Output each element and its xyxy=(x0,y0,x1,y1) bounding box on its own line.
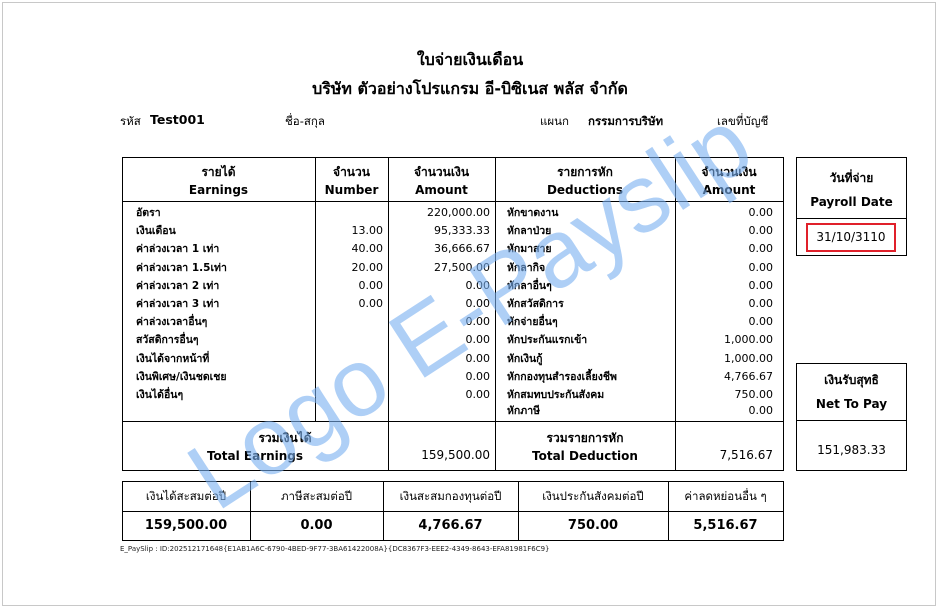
deduction-label: หักเงินกู้ xyxy=(507,352,543,365)
deduction-amount: 0.00 xyxy=(748,404,774,418)
deduction-label: หักจ่ายอื่นๆ xyxy=(507,316,558,329)
employee-code-label: รหัส xyxy=(120,114,141,128)
earning-number: 13.00 xyxy=(351,224,384,238)
summary-value: 159,500.00 xyxy=(144,518,228,533)
deduction-amount: 0.00 xyxy=(748,206,774,219)
summary-label: เงินได้สะสมต่อปี xyxy=(145,489,227,503)
earning-amount: 220,000.00 xyxy=(427,206,490,219)
earning-amount: 0.00 xyxy=(465,315,491,329)
header-amount: จำนวนเงิน Amount xyxy=(413,165,470,197)
summary-label: เงินสะสมกองทุนต่อปี xyxy=(399,489,502,503)
deduction-label: หักลากิจ xyxy=(507,261,546,274)
deduction-amount: 1,000.00 xyxy=(724,351,773,365)
earning-number: 40.00 xyxy=(351,242,384,256)
deduction-label: หักสมทบประกันสังคม xyxy=(507,389,605,401)
earning-label: เงินเดือน xyxy=(136,225,176,238)
header-earnings: รายได้ Earnings xyxy=(188,165,249,197)
deduction-label: หักลาป่วย xyxy=(507,225,552,238)
earning-label: สวัสดิการอื่นๆ xyxy=(136,334,199,347)
department-label: แผนก xyxy=(540,114,569,128)
payroll-date-label: วันที่จ่าย Payroll Date xyxy=(810,171,893,209)
deduction-label: หักมาสาย xyxy=(507,243,552,256)
earning-amount: 36,666.67 xyxy=(434,242,490,256)
earning-amount: 0.00 xyxy=(465,278,491,292)
deduction-amount: 0.00 xyxy=(748,260,774,274)
payroll-date-box xyxy=(796,157,907,256)
total-deduction-label: รวมรายการหัก Total Deduction xyxy=(532,431,638,463)
earning-amount: 0.00 xyxy=(465,333,491,347)
earning-amount: 0.00 xyxy=(465,351,491,365)
deduction-label: หักภาษี xyxy=(507,405,541,418)
account-number-label: เลขที่บัญชี xyxy=(717,114,769,128)
earning-label: ค่าล่วงเวลา 1.5เท่า xyxy=(136,261,227,274)
summary-value: 0.00 xyxy=(300,518,333,533)
deduction-amount: 0.00 xyxy=(748,224,774,238)
earning-label: อัตรา xyxy=(136,207,161,219)
deduction-amount: 0.00 xyxy=(748,315,774,329)
deduction-amount: 0.00 xyxy=(748,297,774,310)
deduction-amount: 0.00 xyxy=(748,242,774,256)
payroll-date-value: 31/10/3110 xyxy=(806,223,896,252)
summary-value: 750.00 xyxy=(567,518,619,533)
summary-label: ค่าลดหย่อนอื่น ๆ xyxy=(684,489,767,503)
summary-label: ภาษีสะสมต่อปี xyxy=(280,489,353,503)
employee-name-label: ชื่อ-สกุล xyxy=(285,114,325,128)
earning-amount: 0.00 xyxy=(465,297,491,310)
earning-label: เงินพิเศษ/เงินชดเชย xyxy=(136,370,227,383)
net-pay-label: เงินรับสุทธิ Net To Pay xyxy=(815,373,888,411)
net-pay-box xyxy=(796,363,907,471)
header-deductions: รายการหัก Deductions xyxy=(546,165,624,197)
payslip-id: E_PaySlip : ID:202512171648{E1AB1A6C-679… xyxy=(120,545,550,553)
deduction-amount: 1,000.00 xyxy=(724,333,773,347)
total-earnings-value: 159,500.00 xyxy=(421,448,490,462)
earning-label: ค่าล่วงเวลา 3 เท่า xyxy=(136,298,220,310)
summary-value: 5,516.67 xyxy=(693,518,758,533)
summary-value: 4,766.67 xyxy=(418,518,483,533)
earning-number: 0.00 xyxy=(358,278,384,292)
earning-number: 20.00 xyxy=(351,260,384,274)
net-pay-value: 151,983.33 xyxy=(817,443,886,457)
earnings-deductions-table xyxy=(122,157,784,471)
deduction-amount: 4,766.67 xyxy=(724,369,773,383)
earning-amount: 27,500.00 xyxy=(434,260,490,274)
earning-label: ค่าล่วงเวลา 2 เท่า xyxy=(136,279,220,292)
department-value: กรรมการบริษัท xyxy=(588,114,664,128)
earning-amount: 0.00 xyxy=(465,388,491,401)
summary-label: เงินประกันสังคมต่อปี xyxy=(542,489,644,503)
earning-label: ค่าล่วงเวลาอื่นๆ xyxy=(136,316,208,329)
earning-number: 0.00 xyxy=(358,297,384,310)
document-title: ใบจ่ายเงินเดือน xyxy=(416,50,524,69)
deduction-amount: 0.00 xyxy=(748,278,774,292)
total-deduction-value: 7,516.67 xyxy=(719,448,773,462)
total-earnings-label: รวมเงินได้ Total Earnings xyxy=(206,431,312,463)
employee-code: Test001 xyxy=(150,112,205,127)
deduction-label: หักประกันแรกเข้า xyxy=(507,334,588,347)
deduction-label: หักขาดงาน xyxy=(507,207,559,219)
company-name: บริษัท ตัวอย่างโปรแกรม อี-บิซิเนส พลัส จ… xyxy=(312,79,628,98)
earning-label: เงินได้จากหน้าที่ xyxy=(136,352,210,365)
deduction-amount: 750.00 xyxy=(734,388,774,401)
deduction-label: หักกองทุนสำรองเลี้ยงชีพ xyxy=(507,370,617,383)
earning-label: เงินได้อื่นๆ xyxy=(136,389,184,401)
earning-amount: 0.00 xyxy=(465,369,491,383)
earning-amount: 95,333.33 xyxy=(434,224,490,238)
header-deduction-amount: จำนวนเงิน Amount xyxy=(701,165,757,197)
deduction-label: หักลาอื่นๆ xyxy=(507,279,552,292)
earning-label: ค่าล่วงเวลา 1 เท่า xyxy=(136,243,220,256)
header-number: จำนวน Number xyxy=(324,165,379,197)
deduction-label: หักสวัสดิการ xyxy=(507,298,564,310)
